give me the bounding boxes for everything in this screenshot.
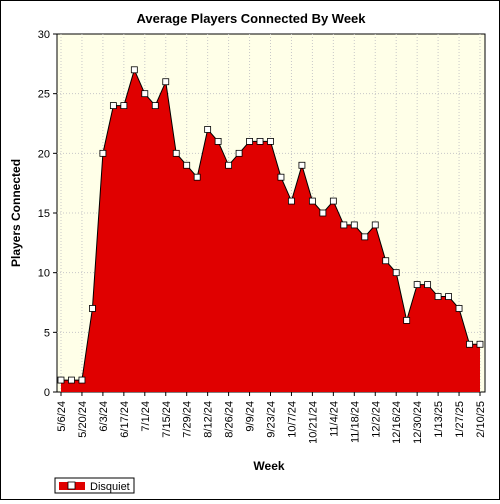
data-point xyxy=(371,221,379,229)
y-axis-title: Players Connected xyxy=(9,159,23,267)
chart-title: Average Players Connected By Week xyxy=(136,11,366,26)
data-points xyxy=(57,66,484,384)
data-point xyxy=(151,102,159,109)
data-point xyxy=(172,149,180,157)
data-point xyxy=(298,161,306,169)
x-tick-label: 7/15/24 xyxy=(161,401,173,438)
x-tick-label: 11/18/24 xyxy=(349,401,361,443)
data-point xyxy=(340,221,348,229)
data-point xyxy=(308,197,316,205)
data-point xyxy=(277,173,285,181)
data-point xyxy=(267,137,274,145)
data-point xyxy=(99,149,107,157)
y-tick-label: 20 xyxy=(38,148,50,160)
data-point xyxy=(162,78,170,86)
data-point xyxy=(225,161,233,169)
data-point xyxy=(445,293,452,300)
data-point xyxy=(68,376,75,384)
x-tick-label: 6/17/24 xyxy=(119,401,131,438)
y-tick-label: 10 xyxy=(38,268,50,280)
x-tick-label: 10/7/24 xyxy=(286,401,298,438)
legend-label-disquiet: Disquiet xyxy=(90,481,130,493)
x-tick-label: 5/6/24 xyxy=(56,401,68,432)
x-tick-label: 5/20/24 xyxy=(77,401,89,438)
data-point xyxy=(89,305,96,312)
x-tick-label: 1/27/25 xyxy=(454,401,466,438)
data-point xyxy=(382,257,390,265)
legend: Disquiet xyxy=(54,477,135,494)
data-point xyxy=(392,269,400,277)
x-tick-label: 10/21/24 xyxy=(307,401,319,444)
data-point xyxy=(466,340,473,348)
data-point xyxy=(235,149,243,157)
data-point xyxy=(476,340,484,348)
x-tick-label: 2/10/25 xyxy=(475,401,487,438)
x-tick-label: 6/3/24 xyxy=(98,401,110,432)
x-axis-title: Week xyxy=(253,459,284,473)
data-point xyxy=(141,90,149,98)
y-tick-label: 30 xyxy=(38,29,50,41)
data-point xyxy=(193,173,201,181)
y-tick-label: 0 xyxy=(44,387,50,399)
data-point xyxy=(256,137,264,145)
data-point xyxy=(120,102,128,109)
data-point xyxy=(329,197,337,205)
x-tick-label: 7/29/24 xyxy=(182,401,194,438)
data-point xyxy=(350,221,358,229)
data-point xyxy=(455,305,463,312)
x-tick-labels: 5/6/24 5/20/24 6/3/24 6/17/24 7/1/24 7/15/24 7… xyxy=(56,392,487,444)
y-tick-label: 15 xyxy=(38,208,50,220)
x-tick-label: 7/1/24 xyxy=(140,401,152,432)
series-area-disquiet xyxy=(61,69,480,393)
data-point xyxy=(214,137,222,145)
y-tick-labels: 0 5 10 15 20 25 30 xyxy=(38,29,57,399)
y-tick-label: 5 xyxy=(44,327,50,339)
data-point xyxy=(413,281,421,289)
data-point xyxy=(57,376,65,384)
data-point xyxy=(130,66,138,74)
data-point xyxy=(246,137,253,145)
x-tick-label: 8/12/24 xyxy=(203,401,215,438)
data-point xyxy=(183,161,191,169)
data-point xyxy=(109,102,117,109)
x-tick-label: 12/2/24 xyxy=(370,401,382,438)
data-point xyxy=(288,197,295,205)
data-point xyxy=(403,316,411,324)
x-tick-label: 9/23/24 xyxy=(266,401,278,438)
x-tick-label: 12/30/24 xyxy=(412,401,424,444)
data-point xyxy=(204,126,212,133)
x-tick-label: 9/9/24 xyxy=(245,401,257,432)
x-tick-label: 8/26/24 xyxy=(224,401,236,438)
y-tick-label: 25 xyxy=(38,89,50,101)
data-point xyxy=(434,293,442,300)
data-point xyxy=(319,209,327,217)
x-tick-label: 12/16/24 xyxy=(391,401,403,444)
data-point xyxy=(424,281,432,289)
legend-marker xyxy=(67,481,76,490)
x-tick-label: 11/4/24 xyxy=(328,401,340,437)
x-tick-label: 1/13/25 xyxy=(433,401,445,438)
data-point xyxy=(78,376,86,384)
data-point xyxy=(361,233,369,241)
